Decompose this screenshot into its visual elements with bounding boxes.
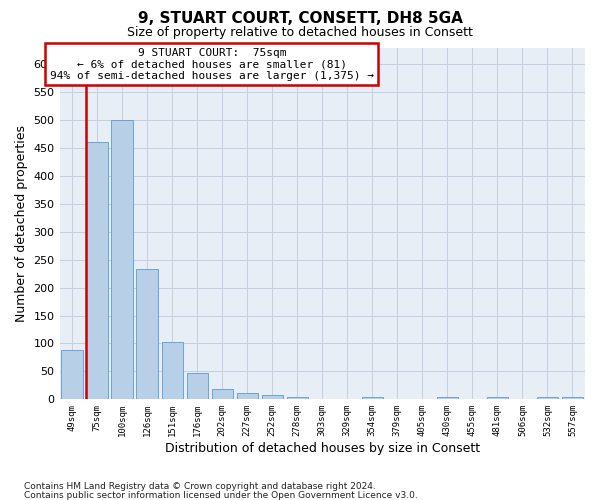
Bar — [236, 392, 258, 400]
Bar — [61, 350, 83, 400]
Bar — [161, 342, 183, 400]
Bar — [187, 373, 208, 400]
X-axis label: Distribution of detached houses by size in Consett: Distribution of detached houses by size … — [165, 442, 480, 455]
Bar — [487, 396, 508, 400]
Y-axis label: Number of detached properties: Number of detached properties — [15, 125, 28, 322]
Bar — [136, 269, 158, 400]
Text: Size of property relative to detached houses in Consett: Size of property relative to detached ho… — [127, 26, 473, 39]
Bar — [262, 395, 283, 400]
Bar — [112, 120, 133, 400]
Bar — [212, 388, 233, 400]
Text: 9 STUART COURT:  75sqm
← 6% of detached houses are smaller (81)
94% of semi-deta: 9 STUART COURT: 75sqm ← 6% of detached h… — [50, 48, 374, 80]
Bar — [86, 142, 108, 400]
Bar — [537, 396, 558, 400]
Text: Contains HM Land Registry data © Crown copyright and database right 2024.: Contains HM Land Registry data © Crown c… — [24, 482, 376, 491]
Bar — [362, 396, 383, 400]
Bar — [287, 396, 308, 400]
Bar — [437, 396, 458, 400]
Bar — [562, 396, 583, 400]
Text: 9, STUART COURT, CONSETT, DH8 5GA: 9, STUART COURT, CONSETT, DH8 5GA — [137, 11, 463, 26]
Text: Contains public sector information licensed under the Open Government Licence v3: Contains public sector information licen… — [24, 490, 418, 500]
